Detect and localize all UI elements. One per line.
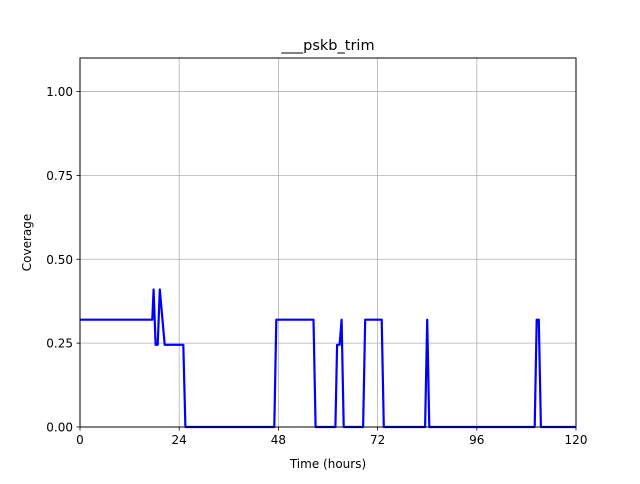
x-tick-label: 0 (76, 433, 84, 447)
x-tick-label: 24 (172, 433, 187, 447)
y-tick-label: 0.75 (46, 169, 73, 183)
x-tick-label: 72 (370, 433, 385, 447)
y-tick-label: 0.25 (46, 337, 73, 351)
y-tick-label: 1.00 (46, 85, 73, 99)
x-tick-label: 120 (565, 433, 588, 447)
y-tick-label: 0.00 (46, 421, 73, 435)
chart-title: ___pskb_trim (280, 38, 374, 54)
series-layer (80, 288, 576, 429)
y-tick-label: 0.50 (46, 253, 73, 267)
coverage-series-line (80, 288, 576, 429)
axis-ticks: 0 24 48 72 96 120 0.00 0.25 0.50 0.75 1.00 (46, 85, 587, 447)
grid-lines (79, 58, 577, 428)
x-tick-label: 96 (469, 433, 484, 447)
plot-frame (79, 57, 577, 428)
x-axis-label: Time (hours) (289, 457, 366, 471)
x-tick-label: 48 (271, 433, 286, 447)
y-axis-label: Coverage (20, 214, 34, 272)
